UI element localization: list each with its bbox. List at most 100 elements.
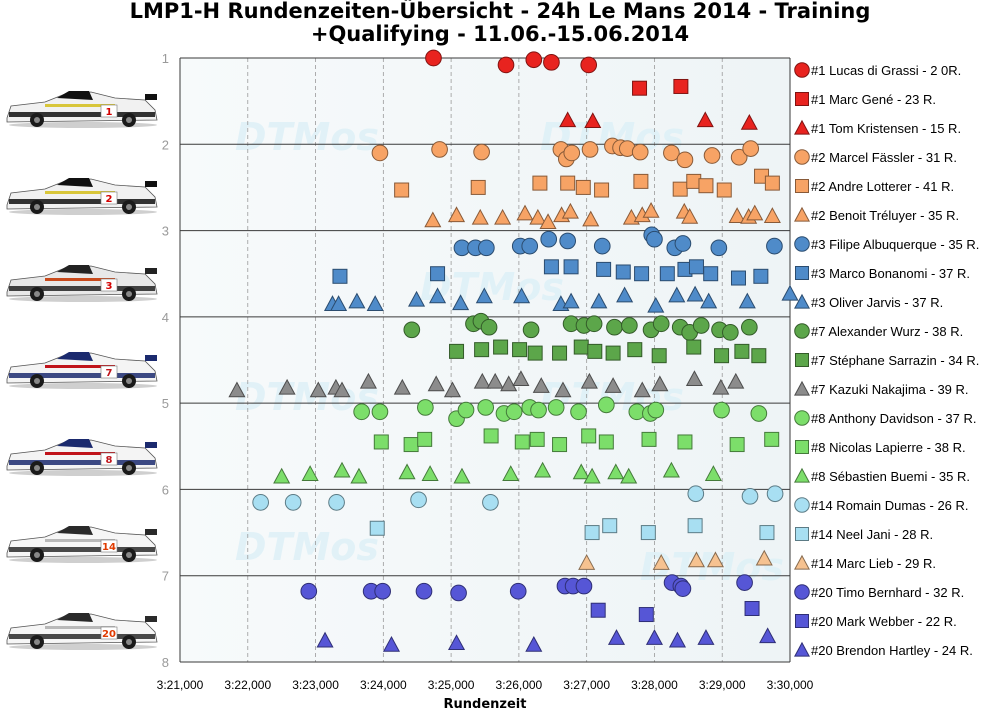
legend-marker (794, 62, 810, 78)
car-cockpit (57, 178, 93, 187)
car-cockpit (57, 352, 93, 361)
legend-label: #1 Marc Gené - 23 R. (811, 92, 936, 107)
data-point (652, 554, 670, 570)
data-point (742, 140, 760, 157)
data-point (753, 268, 769, 284)
data-point (398, 463, 416, 480)
data-point (581, 428, 597, 444)
x-tick-label: 3:22,000 (224, 678, 271, 692)
car-rear-wing (145, 616, 157, 622)
data-point (559, 232, 577, 250)
data-point (449, 343, 465, 359)
data-point (651, 348, 667, 364)
legend-label: #20 Timo Bernhard - 32 R. (811, 585, 964, 600)
data-point (692, 317, 710, 334)
data-point (417, 431, 433, 447)
data-point (350, 467, 368, 484)
y-tick-label: 6 (162, 482, 169, 497)
data-point (429, 287, 447, 304)
data-point (575, 577, 593, 595)
data-point (316, 631, 334, 648)
watermark-text: DTMos (235, 525, 379, 569)
data-point (659, 266, 675, 282)
data-point (700, 292, 718, 309)
car-number-panel (100, 452, 118, 466)
data-point (697, 629, 715, 645)
data-point (540, 230, 558, 248)
data-point (403, 437, 419, 453)
data-point (686, 339, 702, 355)
data-point (759, 525, 775, 541)
data-point (582, 210, 600, 227)
data-point (474, 342, 490, 358)
data-point (473, 372, 491, 389)
data-point (278, 378, 296, 395)
data-point (687, 551, 706, 568)
data-point (366, 295, 384, 311)
legend-label: #8 Sébastien Buemi - 35 R. (811, 469, 970, 484)
data-point (703, 147, 721, 164)
data-point (512, 342, 528, 358)
car-side-panel (9, 373, 155, 378)
data-point (431, 141, 448, 158)
data-point (744, 601, 760, 617)
car-number-panel (100, 104, 118, 118)
car-stripe (45, 104, 115, 107)
data-point (584, 525, 600, 541)
car-side-panel (9, 460, 155, 465)
data-point (447, 206, 466, 223)
car-rim-rear (126, 291, 132, 297)
car-stripe (45, 278, 115, 281)
data-point (651, 375, 669, 392)
data-point (410, 491, 427, 509)
watermark-text: DTMos (235, 115, 379, 159)
x-tick-label: 3:24,000 (360, 678, 407, 692)
legend-label: #8 Nicolas Lapierre - 38 R. (811, 440, 966, 455)
car-rim-front (34, 291, 40, 297)
legend-marker (795, 92, 809, 106)
data-point (333, 461, 351, 478)
data-point (353, 403, 370, 421)
data-point (513, 287, 531, 304)
data-points (228, 49, 799, 652)
data-point (514, 434, 530, 450)
y-tick-label: 3 (162, 224, 169, 239)
car-rim-front (34, 552, 40, 558)
x-tick-label: 3:26,000 (496, 678, 543, 692)
data-point (713, 401, 730, 419)
data-point (332, 268, 348, 284)
legend-label: #7 Stéphane Sarrazin - 34 R. (811, 353, 979, 368)
data-point (382, 635, 401, 652)
data-point (333, 381, 351, 398)
data-point (663, 144, 680, 162)
data-point (688, 259, 704, 275)
data-point (638, 607, 654, 623)
data-point (521, 237, 539, 255)
data-point (578, 554, 596, 570)
data-point (676, 151, 694, 169)
data-point (284, 494, 302, 511)
data-point (597, 396, 615, 414)
car-rim-rear (126, 465, 132, 471)
car-shadow (9, 122, 157, 128)
x-tick-label: 3:21,000 (157, 678, 204, 692)
data-point (252, 494, 269, 511)
legend-label: #7 Alexander Wurz - 38 R. (811, 324, 963, 339)
legend-label: #20 Mark Webber - 22 R. (811, 614, 957, 629)
car-number: 1 (106, 107, 113, 118)
x-axis-tick-labels: 3:21,000 3:22,000 3:23,000 3:24,000 3:25,000… (157, 678, 814, 692)
data-point (584, 112, 602, 129)
data-point (502, 465, 520, 481)
data-point (755, 549, 773, 566)
y-tick-label: 1 (162, 51, 169, 66)
data-point (633, 173, 649, 189)
legend-marker (794, 380, 810, 396)
data-point (417, 399, 434, 416)
data-point (447, 634, 466, 651)
data-point (529, 208, 547, 225)
car-number-panel (100, 278, 118, 292)
legend-marker (795, 179, 809, 193)
data-point (572, 463, 590, 480)
y-tick-label: 8 (162, 655, 169, 670)
